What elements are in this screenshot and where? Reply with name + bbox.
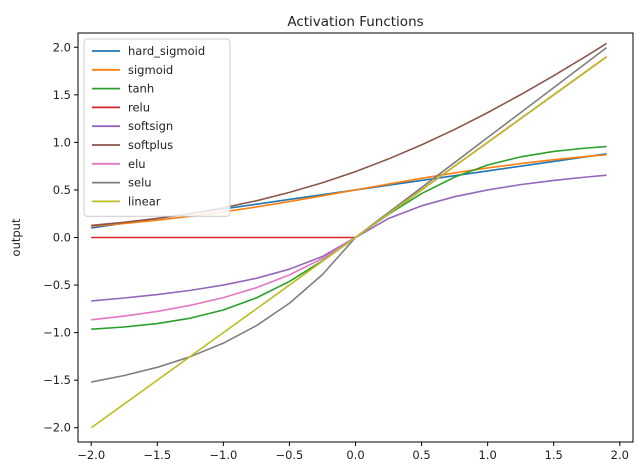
legend-label-softsign: softsign [128, 119, 173, 133]
legend-label-sigmoid: sigmoid [128, 63, 173, 77]
x-tick-label: −2.0 [77, 448, 105, 462]
x-tick-label: 0.0 [346, 448, 364, 462]
legend-label-hard-sigmoid: hard_sigmoid [128, 44, 205, 58]
legend-label-elu: elu [128, 157, 146, 171]
x-tick-label: 1.5 [545, 448, 563, 462]
y-tick-label: −1.0 [43, 326, 71, 340]
x-tick-label: 2.0 [611, 448, 629, 462]
y-tick-label: 1.5 [53, 88, 71, 102]
legend-label-tanh: tanh [128, 82, 154, 96]
series-line-linear [90, 56, 608, 429]
y-tick-label: 0.0 [53, 231, 71, 245]
chart-title: Activation Functions [287, 14, 423, 30]
x-tick-label: −0.5 [275, 448, 303, 462]
y-tick-label: 1.0 [53, 135, 71, 149]
x-tick-label: 0.5 [412, 448, 430, 462]
x-axis-ticks: −2.0 −1.5 −1.0 −0.5 0.0 0.5 1.0 1.5 2.0 [77, 442, 629, 462]
y-tick-label: −0.5 [43, 278, 71, 292]
y-tick-label: 0.5 [53, 183, 71, 197]
legend-box [83, 38, 231, 217]
y-tick-label: −1.5 [43, 373, 71, 387]
y-tick-label: 2.0 [53, 40, 71, 54]
series-line-sigmoid [91, 153, 607, 227]
x-tick-label: −1.0 [209, 448, 237, 462]
legend-label-relu: relu [128, 100, 150, 114]
x-tick-label: −1.5 [143, 448, 171, 462]
legend-label-softplus: softplus [128, 138, 173, 152]
x-tick-label: 1.0 [478, 448, 496, 462]
y-tick-label: −2.0 [43, 421, 71, 435]
legend-label-linear: linear [128, 194, 161, 208]
legend-label-selu: selu [128, 176, 152, 190]
y-axis-label: output [9, 218, 23, 256]
y-axis-ticks: 2.0 1.5 1.0 0.5 0.0 −0.5 −1.0 −1.5 −2.0 [43, 40, 78, 435]
